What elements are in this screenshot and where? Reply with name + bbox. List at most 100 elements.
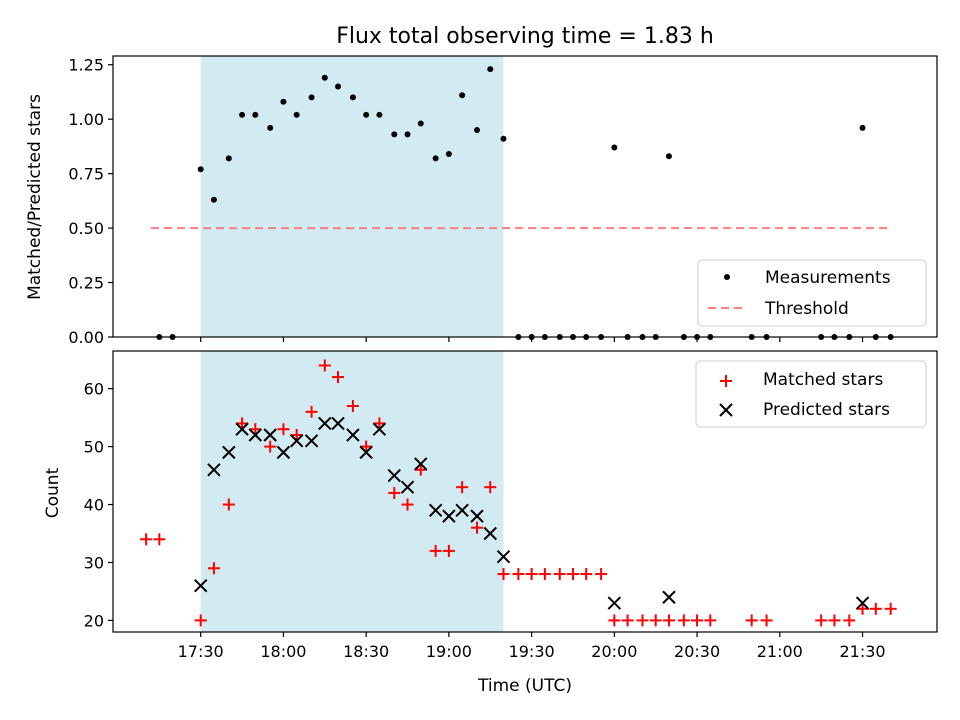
measurement-point [500, 135, 507, 142]
measurement-point [391, 131, 398, 138]
predicted-star-point [318, 416, 332, 431]
matched-star-point [608, 614, 621, 627]
y-tick-label: 0.50 [68, 219, 104, 238]
predicted-star-point [483, 526, 497, 541]
predicted-star-point [193, 578, 208, 593]
measurement-point [417, 120, 424, 127]
matched-star-point [704, 614, 717, 627]
predicted-star-point [289, 434, 304, 448]
x-tick-label: 19:30 [509, 642, 555, 661]
matched-star-point [869, 602, 882, 615]
count-legend: Matched stars Predicted stars [695, 360, 927, 428]
measurement-point [280, 98, 287, 105]
x-axis-label: Time (UTC) [477, 676, 572, 696]
matched-star-point [760, 614, 773, 627]
matched-star-point [207, 562, 220, 575]
predicted-stars-points [193, 416, 870, 610]
matched-star-point [677, 614, 690, 627]
count-y-axis-label: Count [43, 467, 63, 518]
x-tick-label: 18:00 [260, 642, 306, 661]
predicted-star-point [207, 463, 221, 477]
y-tick-label: 0.25 [68, 274, 104, 293]
predicted-star-point [235, 422, 249, 436]
matched-star-point [884, 602, 897, 615]
matched-star-point [401, 498, 414, 511]
y-tick-label: 0.00 [68, 328, 104, 347]
predicted-star-point [276, 445, 291, 460]
measurement-point [459, 92, 466, 99]
predicted-star-point [855, 596, 870, 610]
predicted-star-point [470, 509, 484, 523]
predicted-star-point [331, 416, 345, 431]
measurement-point [225, 155, 232, 162]
y-tick-label: 30 [84, 553, 104, 572]
ratio-x-ticks [200, 337, 864, 342]
predicted-star-point [662, 590, 676, 604]
measurement-point [487, 66, 494, 73]
legend-label-predicted: Predicted stars [763, 400, 890, 420]
matched-star-point [580, 568, 593, 581]
matched-star-point [497, 568, 510, 581]
ratio-panel-frame [112, 55, 938, 338]
matched-star-point [636, 614, 649, 627]
legend-label-threshold: Threshold [764, 299, 849, 319]
matched-star-point [236, 417, 249, 430]
predicted-star-point [455, 503, 469, 518]
matched-star-point [318, 359, 331, 372]
observing-interval-shade [200, 351, 504, 632]
predicted-star-point [346, 428, 360, 442]
predicted-star-point [607, 596, 622, 610]
matched-star-point [442, 544, 455, 557]
predicted-star-point [372, 422, 387, 436]
ratio-y-ticks: 0.00 0.25 0.50 0.75 1.00 1.25 [68, 56, 113, 347]
x-tick-label: 20:30 [674, 642, 720, 661]
predicted-star-point [496, 549, 511, 564]
matched-star-point [621, 614, 634, 627]
matched-star-point [649, 614, 662, 627]
x-tick-label: 18:30 [343, 642, 389, 661]
measurement-point [474, 127, 481, 134]
legend-predicted-marker [719, 403, 733, 417]
measurement-point [349, 94, 356, 101]
matched-star-point [566, 568, 579, 581]
observing-interval-shade [200, 56, 504, 337]
matched-star-point [290, 429, 303, 442]
predicted-star-point [428, 503, 443, 518]
count-panel: 20 30 40 50 60 17:30 18:00 18:30 19:00 19:30 20:0… [43, 350, 938, 696]
measurement-point [859, 124, 866, 131]
y-tick-label: 50 [84, 438, 104, 457]
measurement-point [197, 166, 204, 173]
predicted-star-point [387, 468, 401, 483]
ratio-y-axis-label: Matched/Predicted stars [25, 94, 45, 300]
y-tick-label: 20 [84, 611, 104, 630]
measurement-point [611, 144, 618, 151]
measurement-point [363, 111, 370, 118]
matched-star-point [512, 568, 525, 581]
matched-star-point [305, 405, 318, 418]
matched-star-point [843, 614, 856, 627]
matched-star-point [456, 481, 469, 494]
legend-measurement-marker [724, 274, 730, 280]
matched-star-point [662, 614, 675, 627]
predicted-star-point [248, 428, 263, 442]
measurement-point [293, 111, 300, 118]
measurement-point [239, 111, 246, 118]
y-tick-label: 1.25 [68, 56, 104, 75]
matched-stars-points [140, 359, 897, 627]
measurement-point [432, 155, 439, 162]
matched-star-point [346, 400, 359, 413]
predicted-star-point [304, 434, 319, 448]
matched-star-point [538, 568, 551, 581]
ratio-panel: 0.00 0.25 0.50 0.75 1.00 1.25 Matched/Predict… [25, 55, 938, 347]
ratio-legend-box [697, 259, 927, 327]
matched-star-point [373, 417, 386, 430]
matched-star-point [525, 568, 538, 581]
predicted-star-point [359, 445, 373, 460]
x-tick-label: 21:30 [839, 642, 885, 661]
matched-star-point [856, 602, 869, 615]
matched-star-point [264, 440, 277, 453]
measurement-point [252, 111, 259, 118]
measurement-point [267, 124, 274, 131]
matched-star-point [691, 614, 704, 627]
matched-star-point [828, 614, 841, 627]
